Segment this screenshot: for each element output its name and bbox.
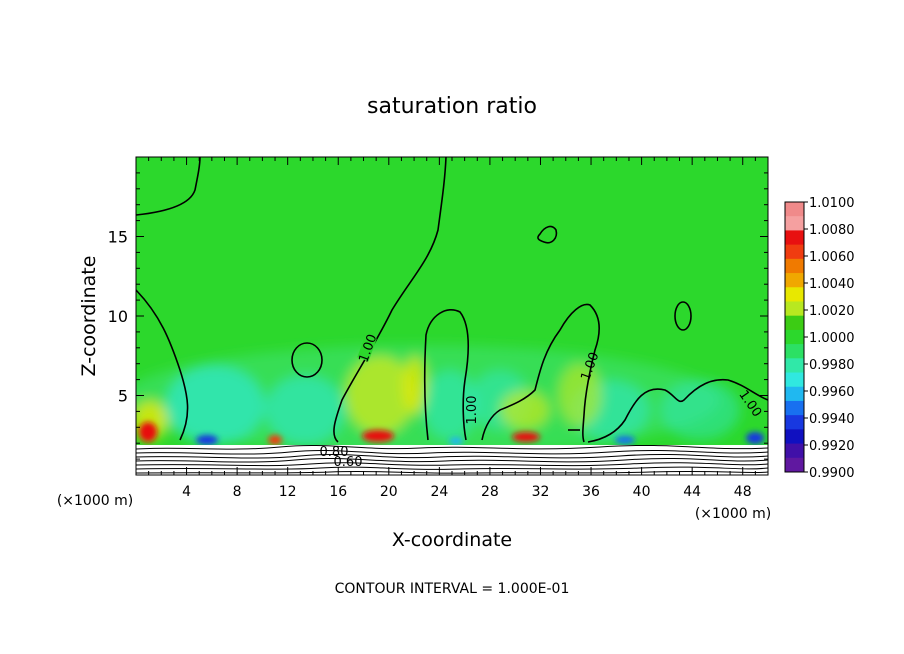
x-tick-label: 32 [532, 484, 550, 500]
x-axis-label: X-coordinate [392, 529, 512, 551]
x-tick-label: 12 [279, 484, 297, 500]
x-tick-label: 20 [380, 484, 398, 500]
field-shading [136, 345, 740, 455]
y-tick-label: 10 [108, 307, 128, 326]
x-tick-label: 44 [683, 484, 701, 500]
yellow-patch [500, 390, 550, 430]
colorbar-label: 1.0020 [809, 304, 855, 319]
x-tick-label: 28 [481, 484, 499, 500]
y-axis: 5 10 15 [108, 172, 768, 460]
blue-patch [615, 436, 635, 444]
colorbar-segment [785, 315, 804, 331]
colorbar-segment [785, 415, 804, 430]
blue-patch [746, 432, 764, 444]
x-tick-label: 24 [430, 484, 448, 500]
colorbar-label: 0.9900 [809, 466, 855, 481]
x-tick-label: 4 [182, 484, 191, 500]
colorbar-segment [785, 386, 804, 402]
y-axis-label: Z-coordinate [78, 256, 100, 377]
colorbar-segment [785, 258, 804, 274]
x-tick-label: 36 [582, 484, 600, 500]
colorbar-segment [785, 400, 804, 416]
contour-label: 1.00 [465, 396, 480, 425]
x-tick-label: 8 [233, 484, 242, 500]
red-patch [362, 430, 394, 442]
red-patch [139, 422, 157, 442]
field-extremes [139, 422, 764, 445]
yellow-patch [558, 363, 602, 427]
cyan-patch [660, 380, 740, 440]
colorbar-segment [785, 202, 804, 217]
x-tick-label: 48 [734, 484, 752, 500]
contour-label-bg [357, 334, 377, 362]
colorbar-label: 1.0080 [809, 223, 855, 238]
colorbar-segment [785, 329, 804, 345]
colorbar-segment [785, 358, 804, 374]
x-tick-label: 40 [633, 484, 651, 500]
blue-patch [449, 437, 463, 445]
colorbar-segment [785, 287, 804, 302]
colorbar-segment [785, 273, 804, 288]
colorbar-label: 0.9920 [809, 439, 855, 454]
colorbar-segment [785, 301, 804, 317]
colorbar-segment [785, 443, 804, 459]
colorbar-label: 0.9980 [809, 358, 855, 373]
colorbar-segment [785, 344, 804, 359]
y-tick-label: 5 [118, 387, 128, 406]
colorbar: 1.0100 1.0080 1.0060 1.0040 1.0020 1.0000 0.99… [784, 196, 855, 481]
low-contours [136, 444, 768, 474]
heatmap-field: 1.00 1.00 1.00 1.00 0.80 0.60 [136, 157, 768, 475]
red-patch [268, 435, 282, 445]
colorbar-label: 1.0000 [809, 331, 855, 346]
colorbar-label: 1.0060 [809, 250, 855, 265]
y-tick-label: 15 [108, 228, 128, 247]
colorbar-segment [785, 230, 804, 246]
colorbar-label: 0.9960 [809, 385, 855, 400]
blue-patch [196, 435, 218, 445]
x-unit-right: (×1000 m) [695, 506, 771, 522]
colorbar-segment [785, 216, 804, 231]
cyan-patch [265, 375, 345, 445]
colorbar-segment [785, 457, 804, 473]
colorbar-label: 0.9940 [809, 412, 855, 427]
cyan-patch [165, 365, 265, 445]
x-tick-label: 16 [329, 484, 347, 500]
x-axis: 4 8 12 16 20 24 28 32 36 40 44 48 [148, 157, 756, 500]
yellow-patch [403, 355, 427, 415]
contour-label: 0.60 [334, 455, 363, 470]
chart-title: saturation ratio [367, 94, 537, 119]
yellow-patch [345, 355, 415, 435]
colorbar-label: 1.0040 [809, 277, 855, 292]
contour-interval-note: CONTOUR INTERVAL = 1.000E-01 [335, 581, 570, 597]
contour-label: 0.80 [320, 445, 349, 460]
red-patch [512, 432, 540, 442]
x-unit-left: (×1000 m) [57, 493, 133, 509]
colorbar-segment [785, 244, 804, 260]
colorbar-segment [785, 372, 804, 388]
colorbar-label: 1.0100 [809, 196, 855, 211]
colorbar-segment [785, 429, 804, 445]
contour-lines [136, 157, 768, 443]
subsaturated-layer [136, 445, 768, 475]
